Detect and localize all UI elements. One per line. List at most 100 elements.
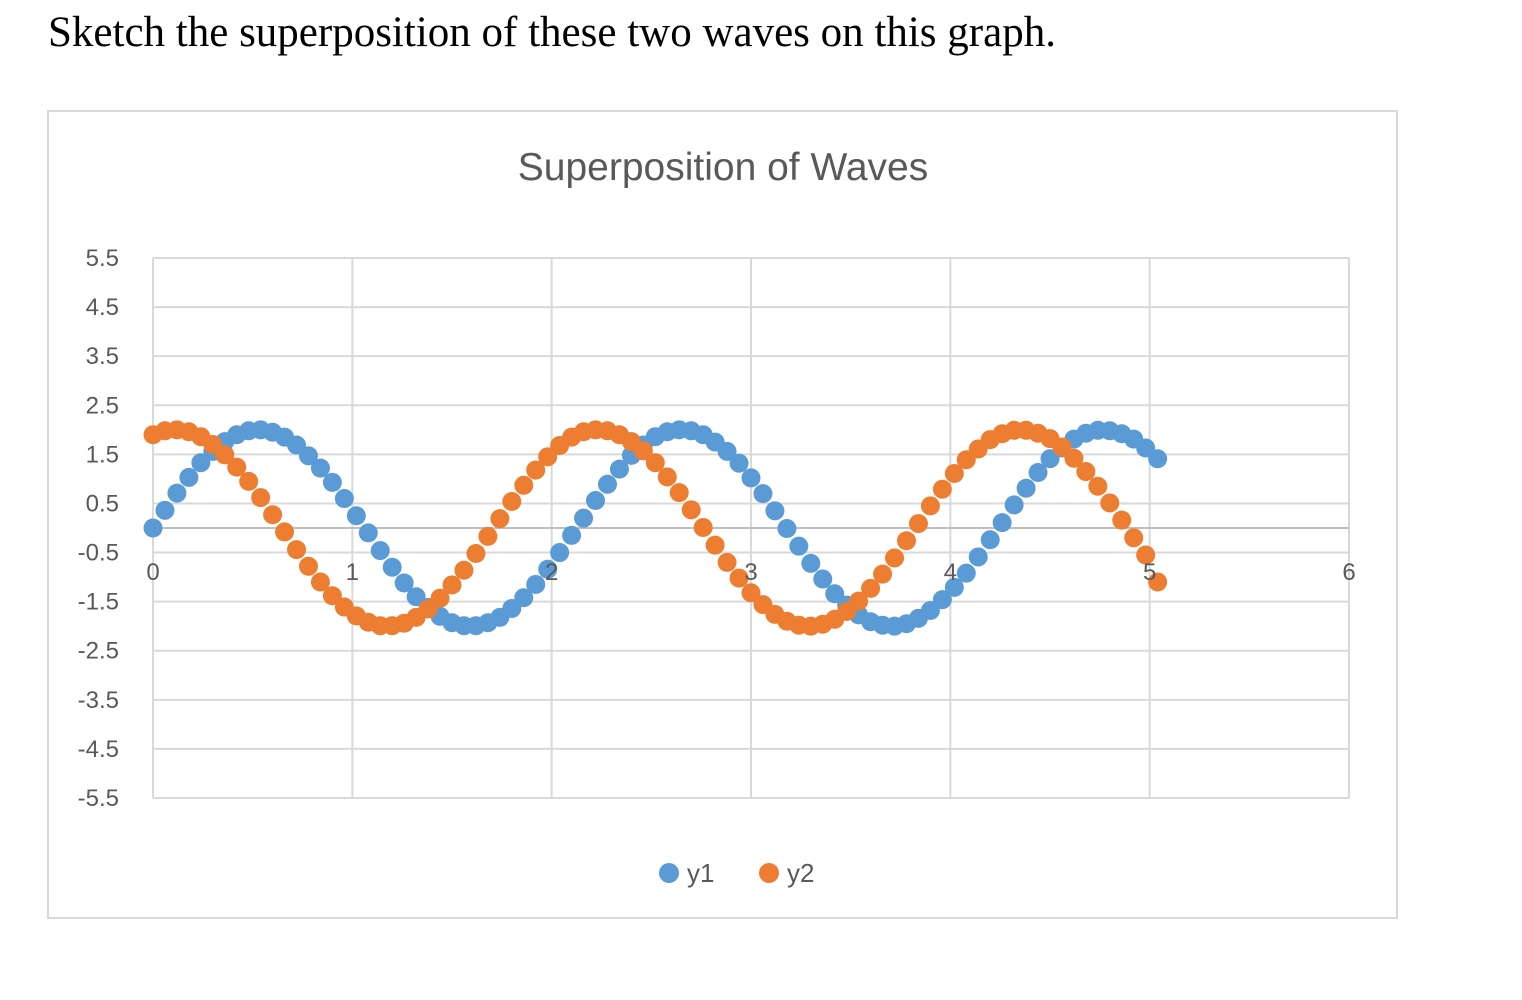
series-y2 — [143, 420, 1168, 636]
y1-point — [729, 453, 749, 473]
y2-point — [514, 475, 534, 495]
y2-point — [705, 535, 725, 555]
y2-point — [849, 591, 869, 611]
y1-point — [358, 523, 378, 543]
y2-point — [741, 583, 761, 603]
y-tick-label: -0.5 — [78, 540, 119, 567]
y1-point — [717, 441, 737, 461]
y2-point — [466, 544, 486, 564]
y2-point — [1052, 437, 1072, 457]
y1-point — [801, 553, 821, 573]
y2-point — [1088, 476, 1108, 496]
series-y1 — [143, 420, 1168, 636]
y1-point — [562, 525, 582, 545]
y2-point — [657, 467, 677, 487]
y1-point — [789, 536, 809, 556]
y2-point — [442, 575, 462, 595]
y1-point — [167, 483, 187, 503]
y2-point — [538, 447, 558, 467]
y2-point — [502, 491, 522, 511]
y2-point — [1064, 448, 1084, 468]
y1-point — [550, 543, 570, 563]
y1-point — [777, 518, 797, 538]
y2-point — [1100, 493, 1120, 513]
x-tick-label: 1 — [346, 559, 359, 586]
y1-point — [765, 501, 785, 521]
y-tick-label: -2.5 — [78, 638, 119, 665]
y1-point — [992, 513, 1012, 533]
y2-point — [275, 522, 295, 542]
y2-point — [669, 483, 689, 503]
y1-point — [322, 472, 342, 492]
x-tick-label: 0 — [146, 559, 159, 586]
y2-point — [1112, 510, 1132, 530]
y2-point — [263, 505, 283, 525]
legend: y1 y2 — [659, 858, 814, 888]
y2-point — [885, 548, 905, 568]
y2-point — [932, 479, 952, 499]
y1-point — [346, 506, 366, 526]
y1-point — [526, 574, 546, 594]
y1-point — [538, 559, 558, 579]
y1-point — [1004, 495, 1024, 515]
tick-labels: 5.5 4.5 3.5 2.5 1.5 0.5 -0.5 -1.5 -2.5 -3.5 -4.5 -5… — [78, 245, 1356, 812]
x-tick-label: 2 — [545, 559, 558, 586]
y1-point — [298, 446, 318, 466]
chart-area: Superposition of Waves 5.5 4.5 3.5 2.5 1.5 0.… — [47, 110, 1398, 919]
legend-marker-y1 — [659, 863, 679, 883]
y2-point — [322, 586, 342, 606]
y2-point — [430, 588, 450, 608]
y-tick-label: 1.5 — [86, 441, 119, 468]
y1-point — [394, 573, 414, 593]
question-text: Sketch the superposition of these two wa… — [48, 9, 1056, 56]
x-tick-label: 3 — [744, 559, 757, 586]
y-tick-label: 2.5 — [86, 392, 119, 419]
y1-point — [753, 484, 773, 504]
y2-point — [861, 578, 881, 598]
x-tick-label: 5 — [1143, 559, 1156, 586]
y2-point — [454, 560, 474, 580]
y1-point — [370, 541, 390, 561]
y1-point — [334, 489, 354, 509]
y-tick-label: 0.5 — [86, 490, 119, 517]
y2-point — [873, 564, 893, 584]
scatter-chart: Superposition of Waves 5.5 4.5 3.5 2.5 1.5 0.… — [78, 146, 1356, 888]
y1-point — [179, 467, 199, 487]
data-series — [143, 420, 1168, 636]
legend-marker-y2 — [759, 863, 779, 883]
y1-point — [932, 590, 952, 610]
y1-point — [968, 547, 988, 567]
y2-point — [681, 500, 701, 520]
y-tick-label: -1.5 — [78, 589, 119, 616]
y2-point — [478, 526, 498, 546]
y2-point — [944, 464, 964, 484]
legend-label-y1: y1 — [687, 858, 714, 888]
y2-point — [717, 552, 737, 572]
y1-point — [944, 577, 964, 597]
y1-point — [382, 557, 402, 577]
y2-point — [239, 471, 259, 491]
x-tick-label: 4 — [944, 559, 957, 586]
x-tick-label: 6 — [1342, 559, 1355, 586]
y1-point — [155, 500, 175, 520]
y2-point — [1136, 545, 1156, 565]
y1-point — [1028, 463, 1048, 483]
y1-point — [574, 508, 594, 528]
y2-point — [645, 453, 665, 473]
y1-point — [825, 584, 845, 604]
y2-point — [287, 540, 307, 560]
y-tick-label: 5.5 — [86, 245, 119, 272]
y2-point — [920, 496, 940, 516]
y-tick-label: -4.5 — [78, 736, 119, 763]
y1-point — [514, 588, 534, 608]
y2-point — [729, 568, 749, 588]
y1-point — [597, 474, 617, 494]
y1-point — [191, 453, 211, 473]
chart-title: Superposition of Waves — [518, 146, 928, 189]
y2-point — [633, 441, 653, 461]
y1-point — [143, 518, 163, 538]
y1-point — [956, 563, 976, 583]
y1-point — [741, 468, 761, 488]
y2-point — [693, 518, 713, 538]
y2-point — [526, 460, 546, 480]
